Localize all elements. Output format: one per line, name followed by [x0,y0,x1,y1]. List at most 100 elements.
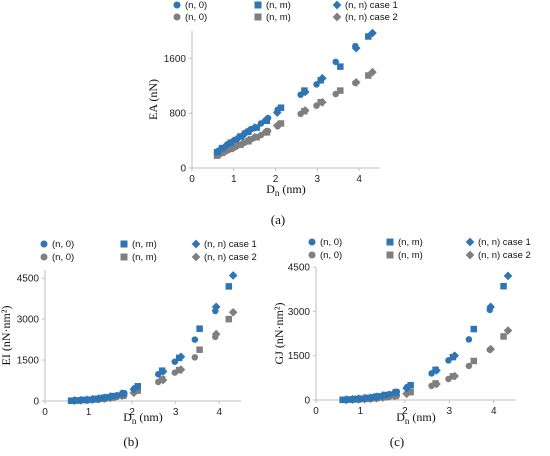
x-axis-label-unit: (nm) [279,182,305,196]
data-point [465,362,473,370]
x-tick-label: 0 [42,407,48,418]
data-point [76,395,86,405]
legend-label: (n, m) [398,250,423,261]
data-point [233,134,242,143]
data-point [99,393,109,403]
y-tick-label: 0 [180,164,186,175]
x-tick-label: 2 [273,174,279,185]
panel-c: 0 1 2 3 4 0 1500 3000 4500 GJ (nN·nm²) Dn (nm) (c) (… [272,237,531,449]
data-point [261,115,271,125]
x-tick-label: 1 [231,174,237,185]
data-point [176,352,186,362]
legend-label: (n, 0) [320,237,342,248]
data-point [372,392,381,402]
data-point [244,126,254,136]
x-tick-label: 3 [315,174,321,185]
x-axis-label-subscript: n [405,416,410,426]
panel-b: 0 1 2 3 4 0 1500 3000 4500 EI (nN·nm²) Dn (nm) (b) (… [0,239,257,449]
panel-caption: (b) [123,434,138,449]
legend-marker [465,237,475,247]
y-tick-label: 1500 [17,356,40,367]
data-point [341,395,351,404]
y-tick-label: 800 [169,109,186,120]
legend-marker [254,13,262,21]
legend-label: (n, n) case 2 [345,12,398,23]
data-point [213,152,221,159]
data-point [272,121,282,130]
x-tick-label: 4 [356,174,362,185]
data-point [261,127,271,137]
legend-marker [40,240,48,248]
data-point [88,394,97,404]
x-tick-label: 1 [358,406,364,417]
data-point [239,130,248,140]
data-point [407,388,414,396]
data-point [402,383,412,393]
data-point [228,307,238,317]
data-point [337,87,344,94]
data-point [117,389,127,398]
x-axis-label-symbol: D [396,410,405,424]
data-point [221,141,231,150]
data-point [432,366,441,375]
data-point [228,271,238,280]
data-point [450,371,460,381]
data-point [233,141,242,150]
data-point [432,379,441,389]
data-point [503,326,513,335]
x-tick-label: 4 [491,406,497,417]
x-tick-label: 2 [402,406,408,417]
data-point [366,393,376,402]
data-point [129,384,139,394]
x-tick-label: 3 [173,407,179,418]
legend-marker [173,13,181,21]
data-point [105,392,115,401]
x-tick-label: 0 [313,406,319,417]
y-tick-label: 3000 [17,315,40,326]
data-point [250,123,260,132]
data-point [211,302,221,312]
data-point [407,381,414,389]
legend-label: (n, 0) [52,252,74,263]
data-point [272,108,282,117]
y-tick-label: 1500 [288,351,311,362]
legend-label: (n, n) case 1 [478,237,531,248]
legend-label: (n, 0) [185,12,207,23]
y-tick-label: 0 [33,397,39,408]
data-point [134,383,142,390]
data-point [390,388,400,397]
data-point [368,28,377,38]
legend-marker [332,12,342,22]
data-point [300,106,310,115]
y-axis-label: EI (nN·nm²) [0,306,13,366]
legend-label: (n, 0) [52,239,74,250]
x-tick-label: 1 [86,407,92,418]
y-axis-label: GJ (nN·nm²) [272,303,286,365]
data-point [402,389,412,399]
data-point [465,336,473,343]
data-point [196,346,203,353]
legend-marker [308,251,316,259]
x-tick-label: 3 [447,406,453,417]
panel-caption: (a) [271,212,285,227]
data-point [351,78,361,87]
legend-marker [465,250,475,260]
legend-label: (n, n) case 2 [478,250,531,261]
x-axis-label-symbol: D [266,182,275,196]
legend-label: (n, m) [266,0,291,11]
data-point [225,283,233,290]
data-point [486,302,496,312]
data-point [503,271,513,281]
x-axis-label: Dn (nm) [123,410,163,426]
data-point [225,315,233,323]
legend-marker [254,1,262,9]
legend-label: (n, m) [266,12,291,23]
legend-label: (n, m) [132,239,157,250]
legend-marker [386,251,394,259]
data-point [227,137,237,147]
data-point [365,33,372,40]
x-axis-label-subscript: n [132,416,137,426]
legend-marker [308,238,316,246]
